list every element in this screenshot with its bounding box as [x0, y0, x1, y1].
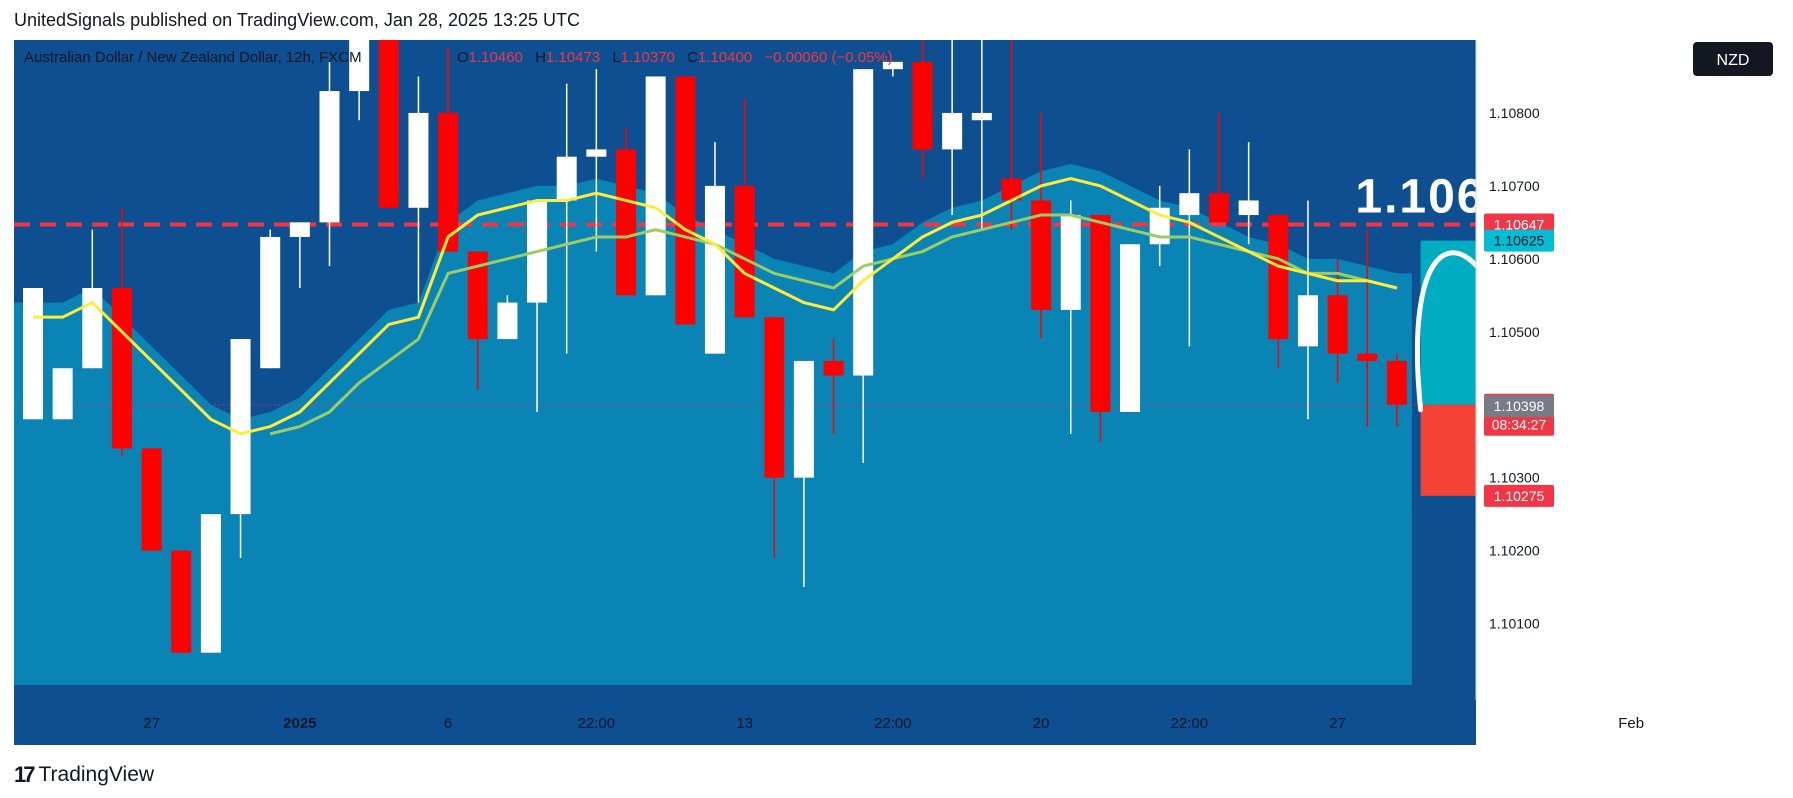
candle-body [23, 288, 43, 420]
x-tick-label: 2025 [283, 715, 316, 732]
candle-body [1090, 215, 1111, 412]
ohlc-high: 1.10473 [546, 49, 600, 66]
price-label-bg [1484, 484, 1554, 507]
candle-body [111, 288, 132, 449]
candle-body [1209, 193, 1229, 223]
x-tick-label: 27 [1329, 715, 1346, 732]
price-label: 1.10398 [1494, 398, 1545, 414]
candle-body [1297, 295, 1318, 347]
candle-body [408, 112, 429, 208]
price-label-bg [1484, 229, 1554, 252]
candle-body [1327, 295, 1348, 354]
candle-body [230, 339, 251, 515]
candle-body [882, 61, 903, 70]
candle-body [942, 112, 963, 150]
candle-body [793, 360, 814, 478]
candle-body [675, 76, 696, 325]
y-tick-label: 1.10100 [1489, 616, 1540, 632]
legend-layer: Australian Dollar / New Zealand Dollar, … [24, 49, 893, 66]
candle-body [349, 32, 370, 92]
y-tick-label: 1.10200 [1489, 543, 1540, 559]
y-tick-label: 1.10600 [1489, 251, 1540, 267]
currency-badge-bg [1693, 42, 1773, 76]
ohlc-close-key: C [687, 49, 698, 66]
candle-body [1060, 215, 1081, 310]
x-tick-label: 27 [143, 715, 160, 732]
price-label-bg [1484, 395, 1554, 418]
ohlc-open-key: O [457, 49, 469, 66]
x-tick-label: 13 [736, 715, 753, 732]
currency-badge-label: NZD [1717, 52, 1750, 69]
ohlc-close: 1.10400 [698, 49, 752, 66]
ohlc-high-key: H [535, 49, 546, 66]
x-tick-label: 22:00 [1171, 715, 1209, 732]
candle-body [1386, 360, 1407, 405]
tradingview-footer[interactable]: 17 TradingView [14, 762, 154, 788]
price-axis-bg [1476, 40, 1779, 745]
yellow-moving-average [33, 177, 1398, 436]
candle-body [82, 288, 103, 369]
candle-body [1238, 200, 1259, 216]
y-tick-label: 1.10300 [1489, 470, 1540, 486]
x-tick-label: Feb [1618, 715, 1644, 732]
candle-body [853, 69, 874, 376]
candlestick-chart[interactable]: 1.1064 1.101001.102001.103001.105001.106… [14, 0, 1779, 745]
candle-body [289, 222, 310, 237]
candle-body [1357, 353, 1378, 361]
candle-body [616, 149, 636, 296]
green-moving-average [269, 213, 1398, 436]
candle-body [645, 76, 666, 296]
ohlc-low: 1.10370 [621, 49, 675, 66]
candle-body [1179, 193, 1200, 216]
candle-body [1120, 244, 1141, 412]
time-axis-bg [14, 700, 1476, 745]
publisher-header: UnitedSignals published on TradingView.c… [14, 10, 581, 30]
currency-badge[interactable]: NZD [1693, 42, 1773, 76]
candle-body [1268, 215, 1289, 340]
x-tick-label: 22:00 [578, 715, 616, 732]
candle-body [378, 32, 399, 208]
moving-average-layer [33, 177, 1398, 436]
x-tick-label: 20 [1033, 715, 1050, 732]
candle-body [556, 156, 577, 201]
candle-body [704, 185, 725, 354]
candle-body [734, 185, 755, 318]
candle-body [438, 112, 459, 252]
candle-body [1001, 178, 1022, 201]
y-tick-label: 1.10800 [1489, 105, 1540, 121]
y-tick-label: 1.10500 [1489, 324, 1540, 340]
candle-body [467, 251, 488, 340]
countdown-label: 08:34:27 [1492, 417, 1547, 433]
y-tick-label: 1.10700 [1489, 178, 1540, 194]
candle-body [912, 61, 933, 150]
ohlc-change: −0.00060 (−0.05%) [764, 49, 892, 66]
candle-body [319, 91, 340, 223]
tradingview-brand: TradingView [38, 763, 155, 786]
tradingview-logo-icon: 17 [14, 762, 36, 787]
chart-title: Australian Dollar / New Zealand Dollar, … [24, 49, 362, 66]
candle-body [200, 514, 221, 653]
ohlc-open: 1.10460 [469, 49, 523, 66]
price-label: 1.10625 [1494, 233, 1545, 249]
candle-body [171, 550, 192, 653]
candles-layer [23, 0, 1407, 653]
ohlc-low-key: L [612, 49, 620, 66]
candle-body [260, 236, 281, 369]
price-label: 1.10647 [1494, 217, 1545, 233]
x-tick-label: 22:00 [874, 715, 912, 732]
candle-body [971, 112, 992, 121]
ohlc-readout: O1.10460 H1.10473 L1.10370 C1.10400 −0.0… [457, 49, 893, 66]
price-label: 1.10275 [1494, 488, 1545, 504]
x-tick-label: 6 [444, 715, 452, 732]
chart-container[interactable]: 1.1064 1.10100 1.10200 1.10300 1.10500 1.106… [14, 0, 1779, 745]
axis-layer: 1.10100 1.10200 1.10300 1.10500 1.10600 1.107… [14, 40, 1779, 745]
candle-body [52, 368, 73, 420]
candle-body [764, 317, 785, 478]
candle-body [823, 360, 844, 376]
candle-body [497, 302, 518, 340]
candle-body [586, 149, 607, 157]
candle-body [1031, 200, 1052, 310]
candle-body [141, 448, 162, 551]
